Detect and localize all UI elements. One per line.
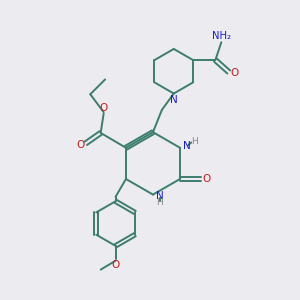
Text: O: O (202, 174, 210, 184)
Text: O: O (76, 140, 85, 150)
Text: O: O (230, 68, 238, 79)
Text: N: N (183, 141, 190, 151)
Text: O: O (100, 103, 108, 113)
Text: N: N (156, 191, 164, 201)
Text: H: H (156, 198, 163, 207)
Text: H: H (191, 137, 198, 146)
Text: N: N (170, 95, 178, 105)
Text: NH₂: NH₂ (212, 31, 231, 41)
Text: O: O (111, 260, 120, 270)
